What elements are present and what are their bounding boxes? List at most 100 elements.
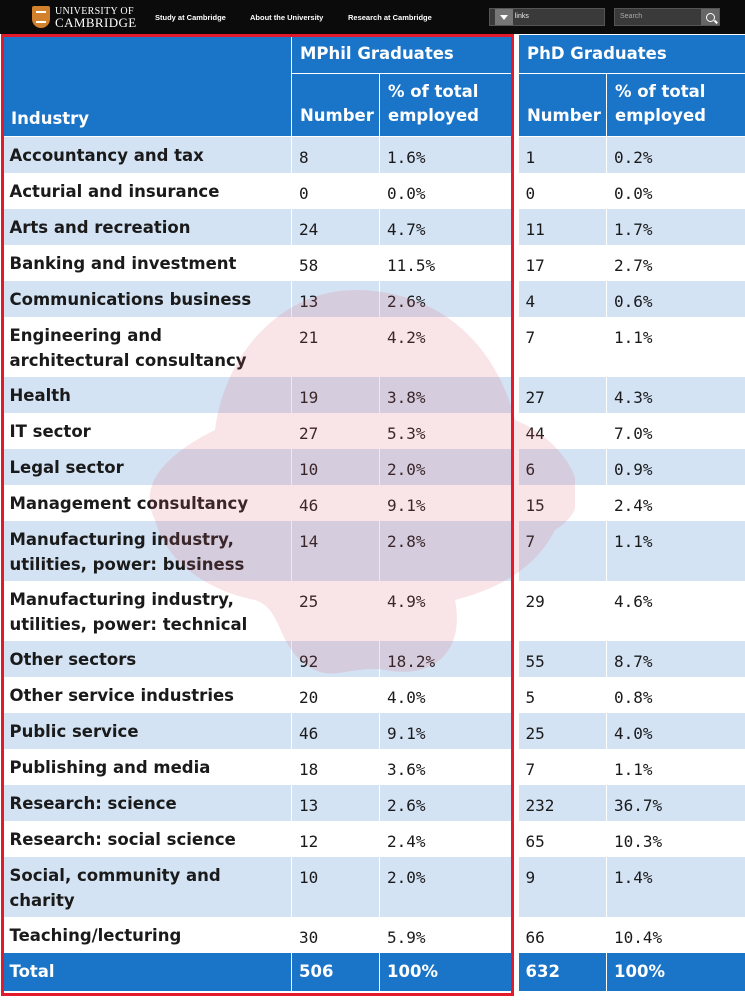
industry-cell: Publishing and media [2,748,292,785]
table-row: 6 0.9% [518,448,745,485]
logo-line-1: UNIVERSITY OF [55,6,134,17]
mphil-number-cell: 21 [291,316,380,377]
table-row: 29 4.6% [518,580,745,641]
mphil-number-cell: 20 [291,676,380,713]
nav-study[interactable]: Study at Cambridge [155,13,226,22]
nav-about[interactable]: About the University [250,13,324,22]
phd-pct-cell: 10.4% [606,916,745,953]
phd-pct-cell: 0.6% [606,280,745,317]
phd-total-pct: 100% [606,952,745,991]
phd-number-cell: 11 [518,208,607,245]
table-row: Other sectors 92 18.2% [2,640,514,677]
phd-number-cell: 232 [518,784,607,821]
mphil-number-cell: 12 [291,820,380,857]
phd-pct-cell: 0.8% [606,676,745,713]
phd-number-cell: 0 [518,172,607,209]
industry-cell: Health [2,376,292,413]
mphil-pct-cell: 2.4% [379,820,514,857]
phd-number-cell: 55 [518,640,607,677]
table-row: 9 1.4% [518,856,745,917]
table-row: Communications business 13 2.6% [2,280,514,317]
mphil-number-cell: 13 [291,280,380,317]
industry-cell: Legal sector [2,448,292,485]
table-row: Publishing and media 18 3.6% [2,748,514,785]
mphil-number-cell: 92 [291,640,380,677]
table-row: Manufacturing industry, utilities, power… [2,580,514,641]
phd-number-cell: 7 [518,520,607,581]
phd-pct-cell: 0.9% [606,448,745,485]
industry-cell: Research: science [2,784,292,821]
phd-number-cell: 5 [518,676,607,713]
table-row: Research: science 13 2.6% [2,784,514,821]
table-row: 5 0.8% [518,676,745,713]
phd-number-cell: 4 [518,280,607,317]
table-row: 7 1.1% [518,520,745,581]
phd-pct-cell: 7.0% [606,412,745,449]
table-row: Management consultancy 46 9.1% [2,484,514,521]
phd-pct-cell: 8.7% [606,640,745,677]
mphil-pct-cell: 4.9% [379,580,514,641]
table-row: 7 1.1% [518,748,745,785]
mphil-number-cell: 46 [291,712,380,749]
phd-pct-cell: 2.4% [606,484,745,521]
phd-number-cell: 15 [518,484,607,521]
mphil-number-cell: 30 [291,916,380,953]
mphil-pct-cell: 2.6% [379,280,514,317]
phd-pct-cell: 0.2% [606,136,745,173]
mphil-pct-cell: 2.0% [379,856,514,917]
table-row: Research: social science 12 2.4% [2,820,514,857]
industry-cell: Banking and investment [2,244,292,281]
mphil-number-cell: 10 [291,448,380,485]
table-row: Acturial and insurance 0 0.0% [2,172,514,209]
total-label: Total [2,952,292,991]
phd-number-header: Number [518,73,607,137]
industry-cell: Public service [2,712,292,749]
table-row: 11 1.7% [518,208,745,245]
university-logo[interactable]: UNIVERSITY OF CAMBRIDGE [32,5,137,29]
phd-number-cell: 9 [518,856,607,917]
industry-cell: IT sector [2,412,292,449]
phd-pct-cell: 4.0% [606,712,745,749]
industry-cell: Teaching/lecturing [2,916,292,953]
total-row: 632 100% [518,952,745,991]
table-row: Engineering and architectural consultanc… [2,316,514,377]
phd-total-number: 632 [518,952,607,991]
table-row: 55 8.7% [518,640,745,677]
industry-cell: Communications business [2,280,292,317]
search-button[interactable] [701,9,719,25]
phd-number-cell: 65 [518,820,607,857]
industry-header: Industry [2,34,292,137]
phd-pct-cell: 4.6% [606,580,745,641]
mphil-number-cell: 13 [291,784,380,821]
phd-table: PhD Graduates Number % of total employed… [518,34,745,991]
phd-number-cell: 6 [518,448,607,485]
table-row: 25 4.0% [518,712,745,749]
table-row: 1 0.2% [518,136,745,173]
table-row: 4 0.6% [518,280,745,317]
table-row: 7 1.1% [518,316,745,377]
graduate-employment-grid: Industry MPhil Graduates Number % of tot… [0,34,745,1000]
phd-pct-cell: 1.7% [606,208,745,245]
mphil-pct-cell: 3.8% [379,376,514,413]
mphil-number-header: Number [291,73,380,137]
mphil-number-cell: 10 [291,856,380,917]
mphil-pct-cell: 5.3% [379,412,514,449]
quick-links-select[interactable]: Quick links [489,8,605,26]
table-row: 65 10.3% [518,820,745,857]
table-row: Public service 46 9.1% [2,712,514,749]
table-row: 0 0.0% [518,172,745,209]
industry-cell: Management consultancy [2,484,292,521]
mphil-number-cell: 0 [291,172,380,209]
industry-cell: Social, community and charity [2,856,292,917]
industry-cell: Acturial and insurance [2,172,292,209]
search-placeholder: Search [620,13,643,20]
industry-cell: Manufacturing industry, utilities, power… [2,520,292,581]
mphil-pct-cell: 11.5% [379,244,514,281]
phd-pct-header: % of total employed [606,73,745,137]
phd-number-cell: 29 [518,580,607,641]
mphil-table-body: Accountancy and tax 8 1.6% Acturial and ins… [2,136,514,991]
nav-research[interactable]: Research at Cambridge [348,13,432,22]
search-input[interactable]: Search [614,8,720,26]
phd-pct-cell: 1.1% [606,748,745,785]
table-row: 17 2.7% [518,244,745,281]
